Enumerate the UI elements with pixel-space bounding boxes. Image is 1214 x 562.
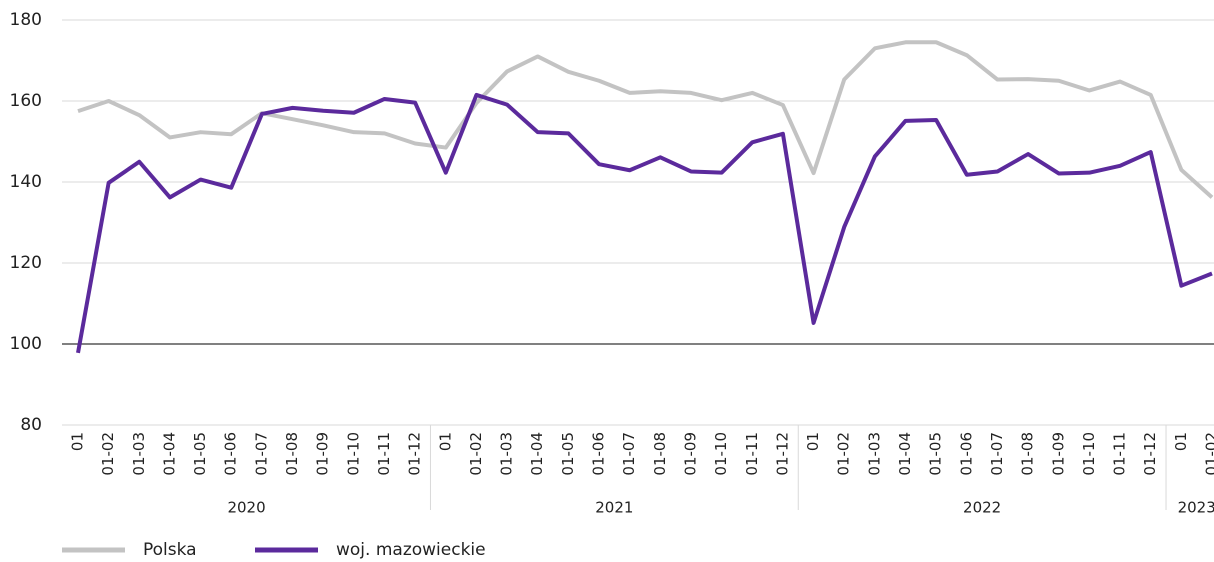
y-tick-label: 120 [10,253,42,273]
x-tick-label: 01-03 [865,432,883,476]
x-tick-label: 01-03 [130,432,148,476]
x-tick-label: 01-06 [590,432,608,476]
x-tick-label: 01 [69,432,87,451]
x-tick-label: 01-04 [528,432,546,476]
x-tick-label: 01-07 [988,432,1006,476]
x-tick-label: 01-03 [498,432,516,476]
y-tick-label: 140 [10,172,42,192]
series-line [76,92,1213,354]
x-tick-label: 01-02 [467,432,485,476]
x-tick-label: 01-10 [344,432,362,476]
x-tick-label: 01-08 [1019,432,1037,476]
x-tick-label: 01-11 [1111,432,1129,476]
x-tick-label: 01-02 [835,432,853,476]
x-tick-label: 01-05 [559,432,577,476]
x-tick-label: 01-12 [406,432,424,476]
x-tick-label: 01-10 [1080,432,1098,476]
x-tick-label: 01 [436,432,454,451]
x-tick-label: 01-04 [160,432,178,476]
x-tick-label: 01-06 [222,432,240,476]
x-tick-label: 01-05 [927,432,945,476]
y-tick-label: 80 [20,415,42,435]
x-tick-label: 01-11 [375,432,393,476]
x-tick-label: 01-09 [314,432,332,476]
x-tick-label: 01 [1172,432,1190,451]
group-label: 2023 [1178,499,1214,517]
legend-label: woj. mazowieckie [336,540,486,560]
x-tick-label: 01-12 [773,432,791,476]
x-tick-label: 01-04 [896,432,914,476]
y-tick-label: 100 [10,334,42,354]
group-label: 2022 [963,499,1001,517]
x-tick-label: 01-10 [712,432,730,476]
y-tick-label: 180 [10,10,42,30]
x-tick-label: 01-02 [1203,432,1214,476]
x-tick-label: 01-07 [620,432,638,476]
x-tick-label: 01-08 [651,432,669,476]
x-tick-label: 01-09 [681,432,699,476]
x-tick-label: 01-12 [1141,432,1159,476]
x-tick-label: 01-06 [957,432,975,476]
x-tick-label: 01-08 [283,432,301,476]
series-line [77,40,1214,199]
x-tick-label: 01-11 [743,432,761,476]
x-tick-label: 01-07 [252,432,270,476]
y-tick-label: 160 [10,91,42,111]
x-tick-label: 01-05 [191,432,209,476]
x-tick-label: 01-09 [1049,432,1067,476]
x-tick-label: 01-02 [99,432,117,476]
legend-label: Polska [143,540,197,560]
group-label: 2020 [227,499,265,517]
group-label: 2021 [595,499,633,517]
x-tick-label: 01 [804,432,822,451]
